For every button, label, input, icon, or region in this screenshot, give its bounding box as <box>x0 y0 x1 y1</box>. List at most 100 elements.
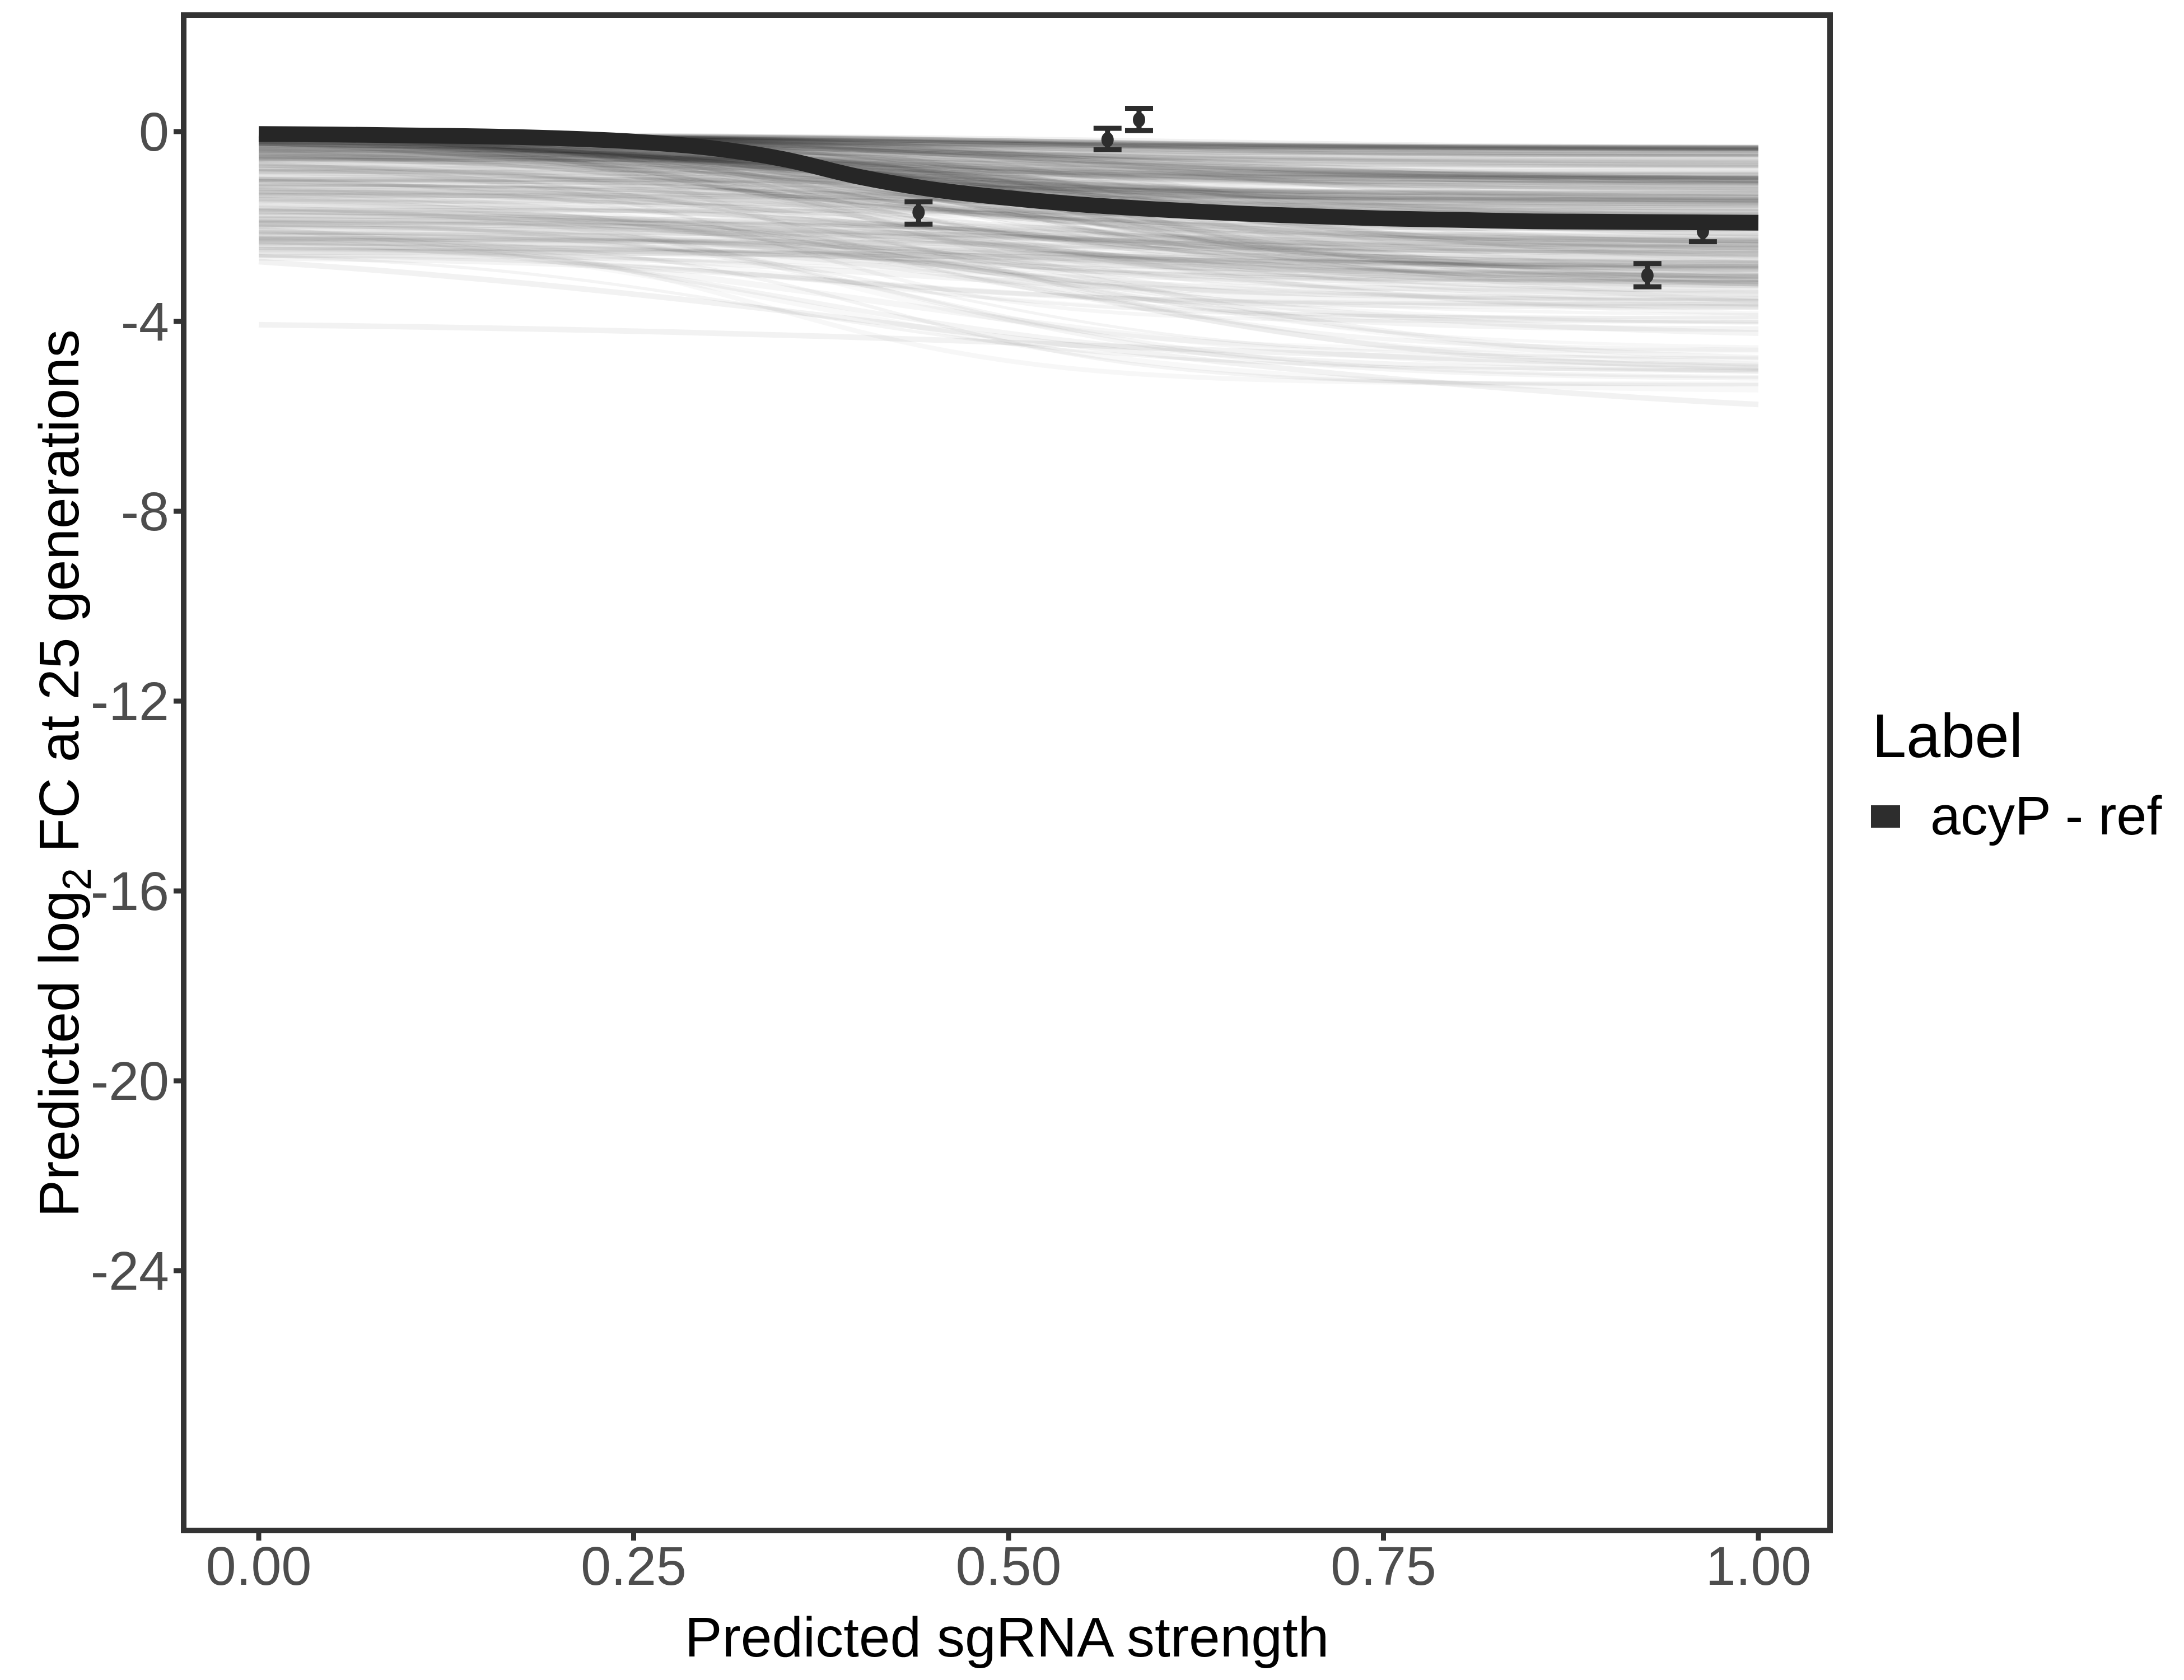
posterior-draw-line <box>258 155 1759 203</box>
posterior-draw-line <box>258 150 1759 169</box>
posterior-draw-line <box>258 153 1759 272</box>
posterior-draw-line <box>258 221 1759 256</box>
posterior-draw-line <box>258 183 1759 244</box>
posterior-draw-line <box>258 146 1759 205</box>
posterior-draw-line <box>258 149 1759 183</box>
posterior-draw-line <box>259 178 1759 198</box>
posterior-draw-line <box>258 321 1759 370</box>
posterior-draw-line <box>258 259 1759 408</box>
legend-entry-label: acyP - ref <box>1930 785 2162 846</box>
posterior-draw-line <box>258 137 1759 207</box>
posterior-draw-line <box>259 176 1758 197</box>
posterior-draw-line <box>258 133 1759 268</box>
x-tick-label: 0.25 <box>581 1536 687 1597</box>
posterior-draw-line <box>258 203 1759 267</box>
y-tick-label: 0 <box>139 101 169 162</box>
posterior-draw-line <box>259 249 1759 269</box>
posterior-draw-line <box>258 212 1759 279</box>
posterior-draw-line <box>258 206 1759 291</box>
posterior-draw-line <box>258 143 1758 180</box>
data-point <box>1132 112 1145 128</box>
posterior-draw-line <box>258 197 1759 263</box>
y-tick-label: -8 <box>121 481 169 542</box>
posterior-draw-line <box>258 147 1759 283</box>
posterior-draw-line <box>258 197 1759 337</box>
data-point <box>1641 268 1654 283</box>
posterior-draw-line <box>258 133 1759 272</box>
legend-title: Label <box>1872 702 2023 771</box>
data-point <box>1101 132 1114 147</box>
posterior-draw-line <box>258 145 1759 176</box>
posterior-draw-line <box>258 132 1759 203</box>
posterior-draw-line <box>258 164 1759 179</box>
posterior-draw-line <box>258 142 1759 294</box>
posterior-draw-line <box>258 191 1759 352</box>
x-tick-label: 0.50 <box>956 1536 1062 1597</box>
posterior-draw-line <box>258 164 1758 232</box>
x-tick-label: 0.75 <box>1331 1536 1436 1597</box>
posterior-draw-line <box>258 209 1758 319</box>
posterior-draw-line <box>258 154 1759 223</box>
posterior-draw-line <box>258 157 1759 181</box>
posterior-draw-line <box>258 226 1759 374</box>
x-tick-label: 0.00 <box>206 1536 312 1597</box>
posterior-draw-line <box>258 219 1759 258</box>
posterior-draw-line <box>259 160 1759 184</box>
posterior-draw-line <box>258 188 1759 257</box>
posterior-draw-line <box>258 241 1759 270</box>
x-tick-label: 1.00 <box>1706 1536 1812 1597</box>
posterior-draw-line <box>258 242 1759 279</box>
posterior-draw-line <box>258 146 1759 178</box>
posterior-draw-line <box>258 236 1759 387</box>
acyp-ref-line <box>258 126 1759 231</box>
posterior-draw-line <box>258 217 1759 360</box>
posterior-draw-line <box>258 169 1759 186</box>
posterior-draw-line <box>258 242 1759 286</box>
posterior-draw-line <box>258 212 1758 282</box>
posterior-draw-line <box>258 162 1758 183</box>
y-tick-label: -12 <box>91 671 169 732</box>
posterior-draw-line <box>258 208 1759 297</box>
posterior-draw-line <box>258 178 1759 197</box>
y-axis-title: Predicted log2 FC at 25 generations <box>28 329 100 1217</box>
posterior-draw-line <box>258 254 1759 372</box>
y-axis: 0 -4 -8 -12 -16 -20 -24 <box>91 101 184 1301</box>
posterior-draw-line <box>258 205 1759 381</box>
posterior-draw-line <box>258 246 1759 268</box>
legend: Label acyP - ref <box>1871 702 2162 846</box>
x-axis-title: Predicted sgRNA strength <box>685 1606 1329 1669</box>
posterior-draw-line <box>258 159 1759 204</box>
posterior-draw-line <box>259 220 1759 250</box>
x-axis: 0.00 0.25 0.50 0.75 1.00 <box>206 1530 1812 1597</box>
posterior-draw-line <box>258 137 1759 287</box>
y-tick-label: -16 <box>91 861 169 922</box>
posterior-draw-line <box>258 243 1758 279</box>
posterior-draw-line <box>259 238 1759 254</box>
posterior-draw-line <box>258 144 1759 283</box>
posterior-draw-line <box>258 132 1759 244</box>
posterior-draw-line <box>258 139 1759 251</box>
posterior-draw-line <box>258 136 1759 269</box>
posterior-draw-line <box>258 139 1759 252</box>
posterior-draw-line <box>258 235 1759 332</box>
y-tick-label: -24 <box>91 1240 169 1301</box>
posterior-draw-line <box>258 255 1758 310</box>
acyp-ref-curve <box>258 126 1759 231</box>
posterior-draw-line <box>258 230 1759 360</box>
posterior-draw-line <box>258 213 1759 240</box>
posterior-draw-line <box>258 141 1759 286</box>
posterior-draw-line <box>259 155 1758 177</box>
y-tick-label: -20 <box>91 1051 169 1112</box>
posterior-draw-line <box>258 179 1759 265</box>
legend-key-swatch <box>1871 805 1900 828</box>
data-point <box>912 204 925 220</box>
posterior-draw-line <box>258 224 1759 246</box>
y-tick-label: -4 <box>121 291 169 352</box>
posterior-draw-line <box>258 247 1759 302</box>
posterior-draw-line <box>258 236 1759 371</box>
posterior-draw-line <box>258 232 1759 272</box>
posterior-draw-line <box>258 253 1759 307</box>
